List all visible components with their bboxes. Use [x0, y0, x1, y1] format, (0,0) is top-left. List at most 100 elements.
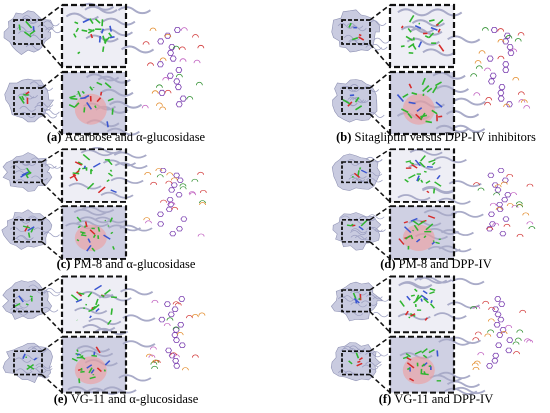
ring [503, 32, 511, 39]
ring [491, 358, 499, 364]
ligand-bond [83, 165, 86, 169]
residue-arc [191, 178, 199, 182]
ligand-bond [68, 103, 76, 109]
ring [158, 89, 166, 96]
ligand-bond [425, 180, 431, 184]
zoom-ribbon [114, 162, 148, 169]
zoom-connector [41, 205, 63, 221]
zoom-connector [369, 275, 391, 291]
ligand-bond [81, 231, 85, 235]
ligand-bond [403, 220, 409, 224]
ligand-bond [74, 161, 83, 166]
ligand-bond [100, 28, 104, 34]
panel-label: (b) [336, 130, 351, 144]
ligand-bond [358, 357, 363, 361]
panel-label: (e) [54, 392, 68, 406]
residue-arc [514, 38, 522, 42]
ligand-bond [18, 96, 25, 104]
ligand-bond [438, 44, 445, 52]
zoom-ribbon [80, 291, 114, 299]
residue-arc [517, 32, 525, 36]
pocket [402, 356, 435, 385]
residue-arc [520, 99, 528, 103]
ligand-bond [398, 238, 405, 245]
ribbon [371, 351, 389, 357]
residue-arc [481, 27, 489, 31]
zoom-connector [41, 148, 63, 163]
ribbon [15, 368, 33, 374]
ligand-bond [428, 349, 435, 354]
ligand-bond [429, 288, 436, 291]
residue-arc [492, 222, 500, 226]
ligand-bond [420, 155, 426, 162]
ring [158, 316, 166, 323]
ligand-bond [413, 224, 419, 231]
ligand-bond [356, 362, 363, 367]
ribbon [36, 101, 54, 108]
zoom-ribbon [119, 224, 153, 232]
ribbon [22, 15, 39, 22]
ring [157, 221, 165, 227]
residue-arc [475, 65, 483, 69]
ribbon [365, 352, 382, 358]
residue-arc [493, 192, 501, 196]
zoom-ribbon [411, 19, 446, 28]
ligand-bond [416, 107, 423, 112]
ligand-bond [425, 223, 434, 231]
residue-arc [164, 33, 172, 38]
zoom-connector [41, 71, 63, 89]
panel-caption: (b) Sitagliptin versus DPP-IV inhibitors [336, 130, 536, 144]
zoom-background [390, 276, 454, 333]
caption-text: Sitagliptin versus DPP-IV inhibitors [355, 130, 537, 144]
ligand-bond [21, 95, 25, 101]
ligand-bond [411, 92, 418, 96]
ring [502, 216, 510, 222]
ligand-bond [29, 29, 36, 36]
ligand-bond [431, 241, 436, 245]
ring [167, 311, 175, 318]
ligand-bond [96, 81, 103, 86]
ligand-bond [108, 32, 113, 38]
ring [487, 172, 495, 178]
ring [175, 192, 183, 198]
ribbon [43, 291, 61, 297]
ribbon [43, 20, 60, 27]
ligand-bond [84, 221, 88, 228]
ligand-bond [76, 349, 79, 352]
zoom-ribbon [438, 245, 472, 253]
ligand-bond [406, 357, 412, 361]
ribbon [370, 43, 388, 50]
ligand-bond [412, 229, 414, 232]
residue-arc [192, 34, 199, 38]
residue-arc [477, 187, 485, 191]
ring [501, 197, 509, 203]
ligand-bond [76, 353, 80, 356]
ligand-bond [96, 97, 102, 103]
ring [173, 78, 181, 85]
selection-box [341, 289, 371, 313]
zoom-connector [369, 205, 391, 221]
zoom-ribbon [422, 48, 456, 57]
ligand-bond [92, 305, 97, 309]
ring [499, 327, 507, 333]
residue-arc [166, 317, 174, 321]
residue-arc [172, 301, 180, 305]
ligand-bond [77, 368, 82, 372]
residue-arc [176, 332, 184, 336]
ligand-bond [435, 81, 442, 87]
ligand-bond [423, 235, 427, 239]
residue-arc [486, 226, 494, 230]
panel-caption: (f) VG-11 and DPP-IV [379, 392, 493, 406]
ligand-bond [104, 38, 108, 44]
ring [490, 27, 498, 33]
ribbon [371, 311, 389, 318]
ribbon [348, 345, 366, 351]
residue-arc [516, 233, 524, 237]
ligand-bond [82, 154, 91, 161]
residue-arc [162, 77, 170, 81]
ligand-bond [405, 160, 412, 163]
ligand-bond [351, 175, 355, 178]
zoom-ribbon [418, 276, 453, 284]
ligand-bond [71, 357, 78, 362]
ligand-bond [355, 299, 358, 304]
